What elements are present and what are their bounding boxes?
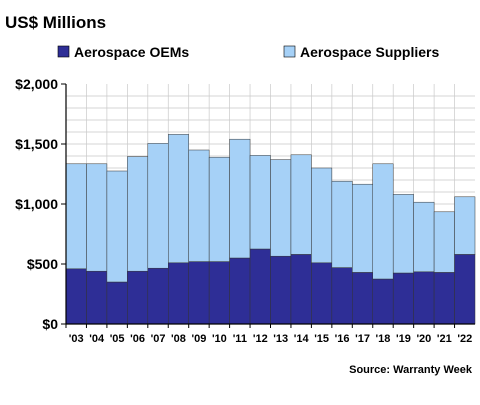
x-tick-label: '04 xyxy=(89,333,105,345)
bar-segment-suppliers xyxy=(454,196,476,255)
bar-segment-suppliers xyxy=(392,194,414,274)
bar-segment-oems xyxy=(454,254,476,325)
bar-segment-oems xyxy=(311,262,333,325)
bar-segment-suppliers xyxy=(372,163,394,280)
bar-segment-oems xyxy=(65,268,87,325)
x-tick-label: '21 xyxy=(437,333,452,345)
x-tick-label: '10 xyxy=(212,333,227,345)
x-tick-label: '05 xyxy=(110,333,125,345)
bar-segment-suppliers xyxy=(352,183,373,273)
bar-segment-oems xyxy=(106,281,128,325)
bar-segment-suppliers xyxy=(229,138,251,259)
y-tick-label: $0 xyxy=(42,316,58,332)
bar-segment-suppliers xyxy=(208,156,230,262)
x-tick-label: '03 xyxy=(69,333,84,345)
bar-segment-oems xyxy=(86,270,108,325)
chart-title: US$ Millions xyxy=(5,13,106,32)
x-tick-label: '08 xyxy=(171,333,186,345)
x-tick-label: '14 xyxy=(294,333,310,345)
bar-segment-suppliers xyxy=(413,201,435,273)
bar-segment-suppliers xyxy=(331,180,353,268)
bar-segment-oems xyxy=(147,267,169,325)
bar-segment-oems xyxy=(208,261,230,325)
bar-segment-oems xyxy=(331,267,353,325)
x-tick-label: '20 xyxy=(416,333,431,345)
plot-area: $0 $500 $1,000 $1,500 $2,000 '03 '04 '05 '06 '07 '… xyxy=(15,76,476,345)
y-tick-label: $2,000 xyxy=(15,76,58,92)
bar-segment-suppliers xyxy=(311,167,333,264)
source-note: Source: Warranty Week xyxy=(349,364,473,376)
bar-segment-oems xyxy=(392,272,414,325)
bar-segment-oems xyxy=(352,272,373,325)
bar-segment-suppliers xyxy=(290,154,312,255)
bar-segment-oems xyxy=(168,262,189,325)
legend-label-oems: Aerospace OEMs xyxy=(74,44,189,60)
bar-segment-oems xyxy=(270,255,292,325)
bar-segment-oems xyxy=(188,261,210,325)
x-tick-label: '12 xyxy=(253,333,268,345)
x-tick-label: '13 xyxy=(273,333,288,345)
x-tick-label: '17 xyxy=(355,333,370,345)
bar-segment-suppliers xyxy=(168,134,189,264)
bar-segment-suppliers xyxy=(106,170,128,283)
legend-swatch-oems xyxy=(57,45,70,58)
bar-segment-oems xyxy=(290,254,312,325)
bar-segment-oems xyxy=(433,272,455,325)
x-tick-label: '15 xyxy=(314,333,329,345)
legend-label-suppliers: Aerospace Suppliers xyxy=(300,44,439,60)
bar-segment-suppliers xyxy=(86,163,108,272)
bar-segment-suppliers xyxy=(65,163,87,270)
y-tick-label: $1,500 xyxy=(15,136,58,152)
x-tick-label: '16 xyxy=(335,333,350,345)
bar-segment-suppliers xyxy=(147,143,169,269)
x-tick-label: '19 xyxy=(396,333,411,345)
x-tick-label: '11 xyxy=(233,333,247,345)
bar-segment-oems xyxy=(249,248,271,325)
x-tick-label: '22 xyxy=(457,333,472,345)
bar-segment-suppliers xyxy=(249,155,271,250)
x-tick-label: '09 xyxy=(191,333,206,345)
bar-segment-suppliers xyxy=(188,149,210,262)
bar-segment-oems xyxy=(413,271,435,325)
bar-segment-oems xyxy=(372,278,394,325)
bar-segment-suppliers xyxy=(270,159,292,257)
bar-segment-suppliers xyxy=(433,211,455,273)
x-tick-label: '18 xyxy=(376,333,391,345)
x-tick-label: '06 xyxy=(130,333,145,345)
bar-segment-oems xyxy=(229,257,251,325)
x-tick-label: '07 xyxy=(151,333,166,345)
y-tick-label: $1,000 xyxy=(15,196,58,212)
legend-swatch-suppliers xyxy=(283,45,296,58)
y-tick-label: $500 xyxy=(27,256,58,272)
bar-segment-suppliers xyxy=(127,156,149,272)
legend: Aerospace OEMs Aerospace Suppliers xyxy=(57,44,439,60)
bar-segment-oems xyxy=(127,270,149,325)
